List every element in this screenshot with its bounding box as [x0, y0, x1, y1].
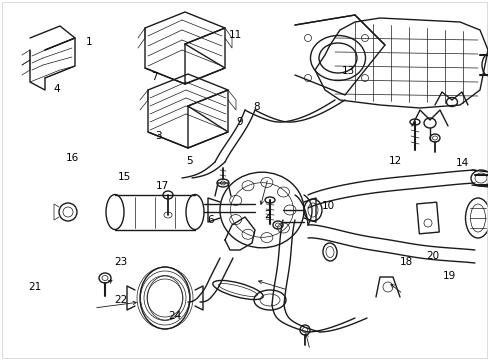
- Text: 24: 24: [168, 311, 182, 321]
- Text: 17: 17: [155, 181, 169, 192]
- Text: 2: 2: [264, 210, 271, 220]
- Text: 8: 8: [253, 102, 260, 112]
- Text: 7: 7: [150, 72, 157, 82]
- Text: 10: 10: [322, 201, 334, 211]
- Text: 5: 5: [186, 156, 193, 166]
- Text: 15: 15: [118, 172, 131, 182]
- Text: 1: 1: [86, 37, 93, 48]
- Text: 13: 13: [341, 66, 354, 76]
- Text: 9: 9: [236, 117, 243, 127]
- Text: 18: 18: [399, 257, 413, 267]
- Text: 4: 4: [53, 84, 60, 94]
- Text: 19: 19: [442, 271, 456, 282]
- Text: 3: 3: [155, 131, 162, 141]
- Text: 12: 12: [387, 156, 401, 166]
- Text: 21: 21: [28, 282, 42, 292]
- Text: 16: 16: [65, 153, 79, 163]
- Text: 11: 11: [228, 30, 242, 40]
- Text: 23: 23: [114, 257, 128, 267]
- Text: 14: 14: [454, 158, 468, 168]
- Text: 6: 6: [206, 215, 213, 225]
- Text: 22: 22: [114, 294, 128, 305]
- Text: 20: 20: [426, 251, 439, 261]
- Bar: [416, 202, 438, 234]
